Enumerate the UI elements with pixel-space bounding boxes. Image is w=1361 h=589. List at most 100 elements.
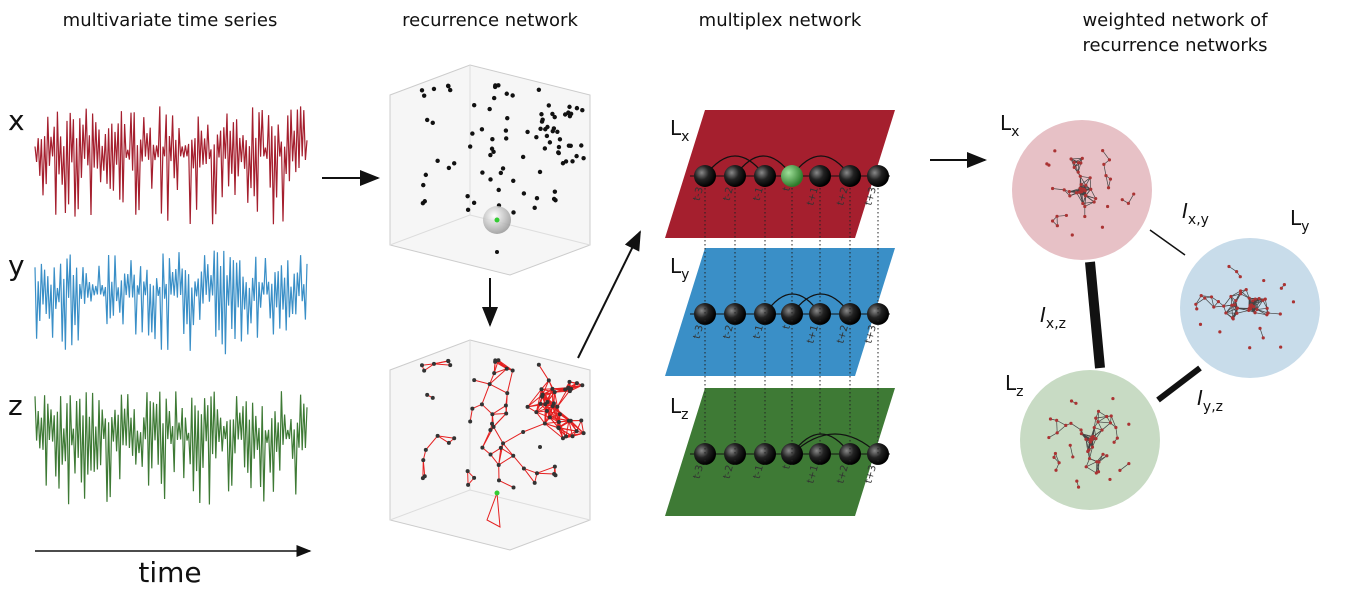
recurrence-edge: [544, 423, 564, 439]
net-node: [1247, 296, 1251, 300]
net-node: [1234, 299, 1238, 303]
node: [446, 359, 451, 364]
net-node: [1088, 176, 1092, 180]
node: [493, 359, 498, 364]
node: [496, 462, 501, 467]
state-point: [521, 191, 527, 196]
net-edge: [1056, 420, 1058, 433]
state-point: [422, 199, 427, 204]
layer: [665, 248, 895, 376]
net-node: [1261, 336, 1265, 340]
node: [556, 420, 561, 425]
recurrence-edge: [552, 406, 559, 428]
net-node: [1247, 308, 1251, 313]
net-node: [1203, 296, 1207, 300]
layer: [665, 110, 895, 238]
node: [580, 383, 585, 388]
net-node: [1216, 300, 1220, 304]
net-node: [1084, 437, 1088, 441]
state-point: [467, 144, 473, 149]
layer-node: [724, 443, 746, 465]
state-point: [580, 107, 585, 113]
net-node: [1253, 297, 1257, 301]
recurrence-edge: [542, 380, 550, 395]
state-point: [566, 143, 572, 148]
node: [490, 421, 495, 426]
recurrence-edge: [492, 405, 507, 415]
state-point: [550, 111, 555, 117]
net-node: [1079, 188, 1083, 192]
point-green: [494, 490, 500, 496]
recurrence-edge: [505, 393, 508, 406]
state-point: [556, 150, 561, 155]
weighted-label: Iy,z: [1197, 386, 1223, 415]
net-edge: [1213, 305, 1224, 308]
net-node: [1095, 460, 1099, 464]
net-edge: [1101, 422, 1111, 431]
recurrence-edge: [437, 435, 450, 444]
net-node: [1090, 437, 1094, 442]
node: [542, 421, 547, 426]
state-point: [544, 133, 550, 139]
label-main: I: [1040, 303, 1046, 327]
net-node: [1127, 461, 1131, 466]
net-node: [1077, 190, 1082, 194]
net-node: [1126, 201, 1131, 205]
net-edge: [1089, 447, 1093, 459]
net-node: [1291, 300, 1296, 304]
node: [422, 474, 427, 479]
recurrence-edge: [433, 363, 451, 366]
node: [569, 386, 574, 391]
state-point: [503, 128, 509, 133]
net-edge: [1256, 307, 1268, 310]
net-node: [1115, 436, 1119, 440]
node: [579, 418, 584, 423]
recurrence-edge: [565, 420, 570, 437]
recurrence-edge: [544, 406, 558, 424]
node: [492, 371, 497, 376]
node: [480, 445, 485, 450]
state-point: [419, 88, 425, 93]
cube: [389, 339, 591, 551]
node: [504, 366, 509, 371]
time-series-line: [34, 391, 308, 505]
panel-title: multiplex network: [699, 10, 862, 31]
net-edge: [1102, 150, 1110, 161]
node: [563, 387, 568, 392]
net-edge: [1079, 176, 1087, 186]
net-node: [1279, 345, 1283, 349]
recurrence-edge: [498, 479, 514, 488]
net-node: [1079, 161, 1083, 165]
panel-title: multivariate time series: [63, 10, 278, 31]
recurrence-edge: [494, 368, 507, 374]
net-node: [1248, 346, 1252, 350]
node: [491, 424, 496, 429]
net-edge: [1071, 157, 1083, 160]
net-node: [1198, 322, 1203, 327]
net-edge: [1128, 193, 1135, 204]
node: [521, 466, 526, 471]
net-edge: [1093, 427, 1097, 439]
recurrence-edge: [542, 391, 555, 396]
layer-label: Lz: [670, 394, 689, 423]
net-node: [1235, 311, 1239, 315]
node: [490, 412, 495, 417]
layer-node: [867, 165, 889, 187]
node: [503, 403, 508, 408]
net-edge: [1080, 175, 1091, 179]
layer: [665, 388, 895, 516]
layer-node: [839, 443, 861, 465]
weighted-label: Ly: [1290, 206, 1309, 235]
node-label: t+2: [835, 324, 850, 345]
net-node: [1279, 286, 1283, 290]
recurrence-edge: [498, 359, 513, 371]
net-node: [1101, 452, 1105, 456]
node-label: t+2: [835, 186, 850, 207]
label-main: L: [1000, 111, 1012, 135]
node: [488, 452, 493, 457]
recurrence-edge: [500, 447, 514, 457]
net-edge: [1085, 195, 1095, 203]
label-sub: x,y: [1188, 212, 1209, 228]
node: [546, 378, 551, 383]
layer-label: Lx: [670, 116, 689, 145]
